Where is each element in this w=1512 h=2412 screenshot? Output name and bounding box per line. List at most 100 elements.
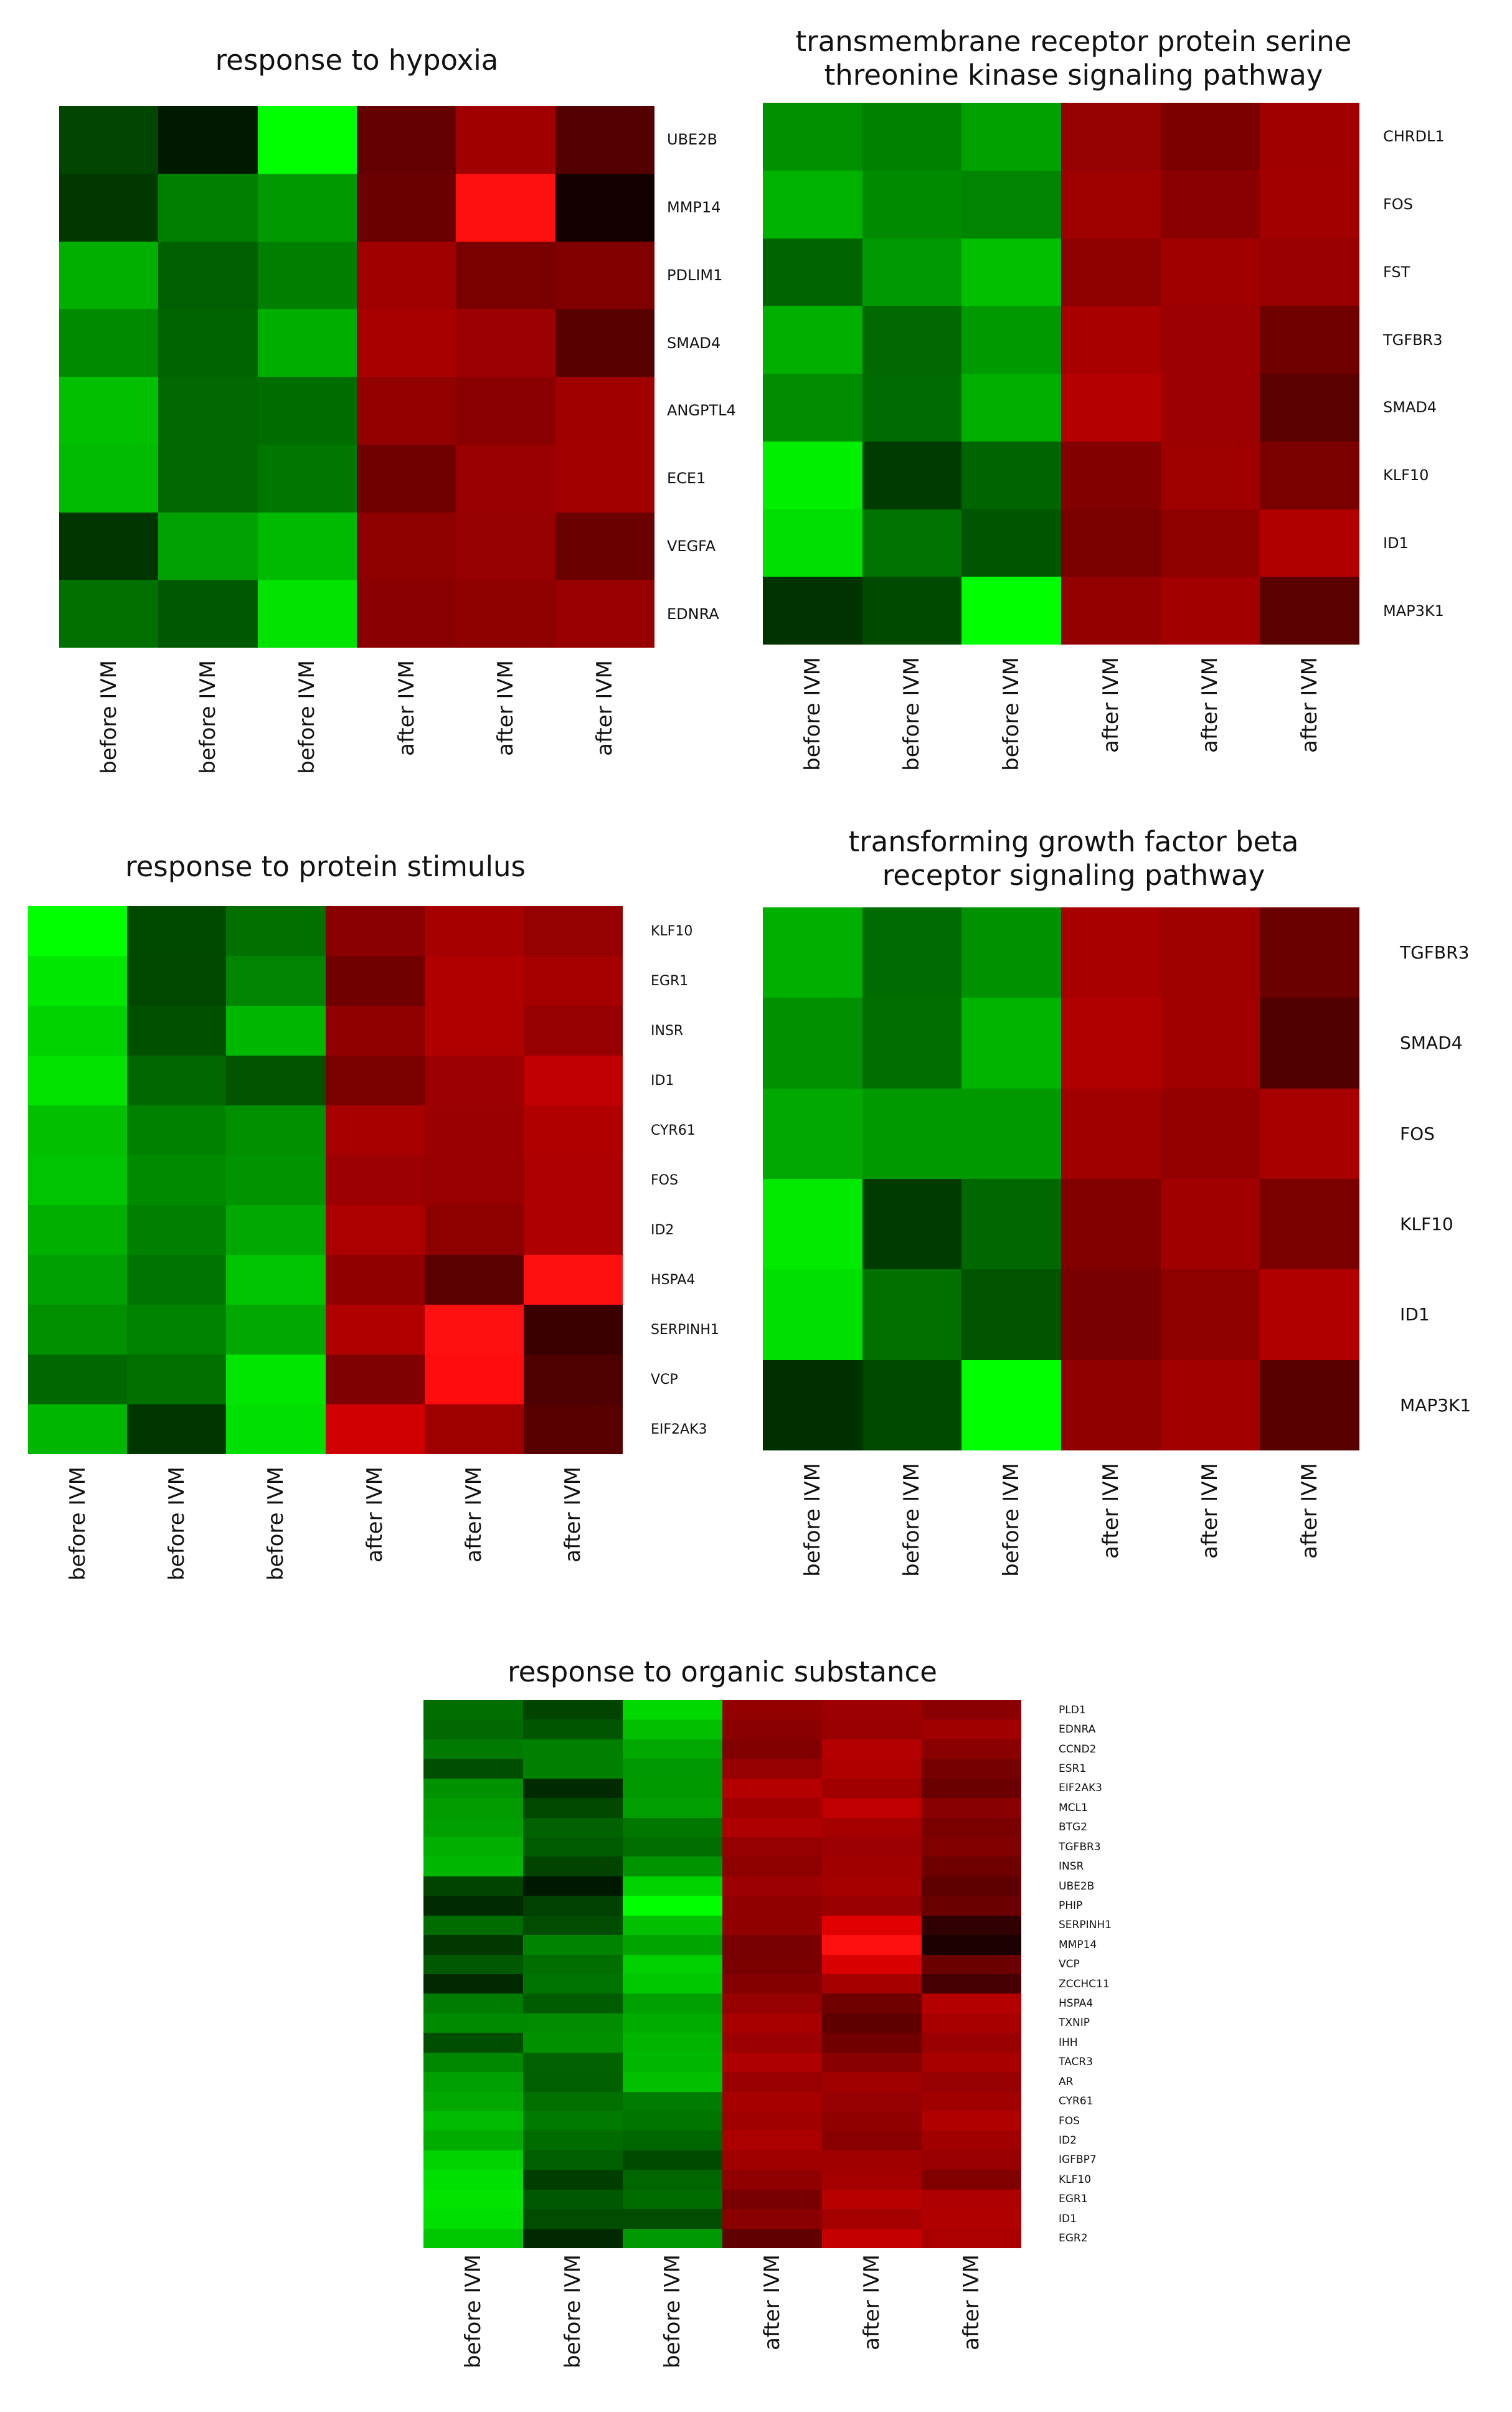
heatmap-cell [623, 1935, 722, 1955]
heatmap-panel-protein-stimulus: response to protein stimulus KLF10 EGR1 IN… [0, 831, 757, 1581]
heatmap-cell [962, 1269, 1061, 1360]
heatmap-cell [1260, 577, 1359, 645]
heatmap-cell [356, 580, 456, 648]
heatmap-cell [423, 2170, 523, 2190]
heatmap-cell [127, 1305, 227, 1355]
heatmap-cell [763, 170, 862, 239]
heatmap-cell [922, 2052, 1021, 2073]
heatmap-cell [1061, 509, 1161, 577]
gene-label: PDLIM1 [667, 266, 723, 284]
heatmap-cell [1260, 509, 1359, 577]
heatmap-cell [456, 512, 555, 580]
heatmap-cell [28, 956, 128, 1006]
gene-label: PLD1 [1059, 1703, 1086, 1716]
heatmap-cell [59, 580, 159, 648]
heatmap-cell [28, 1205, 128, 1255]
heatmap-cell [623, 2013, 722, 2033]
heatmap-cell [158, 444, 258, 513]
gene-labels: UBE2B MMP14 PDLIM1 SMAD4 ANGPTL4 ECE1 VEGFA EDN… [667, 106, 736, 648]
heatmap-cell [257, 377, 357, 445]
heatmap-cell [722, 2052, 822, 2073]
heatmap-cell [59, 241, 159, 310]
heatmap-cell [763, 1360, 862, 1450]
sample-labels: before IVM before IVM before IVM after IVM a… [423, 2254, 1021, 2379]
heatmap-cell [822, 2209, 922, 2229]
heatmap-cell [623, 1798, 722, 1818]
heatmap-cell [226, 1404, 326, 1454]
heatmap-cell [962, 441, 1061, 509]
sample-label: after IVM [1198, 1463, 1223, 1559]
heatmap-cell [763, 1178, 862, 1270]
heatmap-cell [862, 374, 962, 442]
heatmap-cell [922, 1778, 1021, 1799]
heatmap-cell [822, 2150, 922, 2170]
heatmap-cell [962, 509, 1061, 577]
sample-label: after IVM [1297, 657, 1323, 753]
heatmap-cell [523, 1719, 623, 1739]
heatmap-cell [523, 2052, 623, 2073]
heatmap-cell [722, 1915, 822, 1936]
gene-label: FST [1383, 263, 1410, 281]
heatmap-cell [722, 1700, 822, 1720]
gene-label: PHIP [1059, 1899, 1083, 1912]
heatmap-cell [523, 1155, 623, 1205]
heatmap-cell [862, 1269, 962, 1360]
heatmap-cell [1061, 1269, 1161, 1360]
heatmap-cell [523, 1817, 623, 1837]
heatmap-cell [623, 1915, 722, 1936]
heatmap-cell [763, 577, 862, 645]
heatmap-cell [325, 1255, 425, 1305]
heatmap-cell [822, 1700, 922, 1720]
gene-label: MAP3K1 [1400, 1394, 1472, 1416]
gene-label: TGFBR3 [1400, 942, 1470, 963]
heatmap-cell [623, 1759, 722, 1779]
heatmap-cell [158, 580, 258, 648]
heatmap-cell [423, 1876, 523, 1896]
heatmap-cell [1260, 1088, 1359, 1179]
heatmap-cell [257, 241, 357, 310]
heatmap-cell [423, 1856, 523, 1876]
heatmap-cell [623, 1856, 722, 1876]
heatmap-cell [922, 1798, 1021, 1818]
heatmap-cell [59, 512, 159, 580]
gene-label: CYR61 [651, 1122, 696, 1138]
heatmap-cell [555, 106, 654, 174]
heatmap-cell [523, 1056, 623, 1105]
heatmap-cell [1160, 577, 1260, 645]
heatmap-cell [822, 1896, 922, 1916]
heatmap-cell [922, 1896, 1021, 1916]
gene-label: MCL1 [1059, 1801, 1088, 1814]
heatmap-cell [1160, 998, 1260, 1089]
heatmap-cell [555, 444, 654, 513]
heatmap-cell [922, 1974, 1021, 1994]
heatmap-cell [423, 2150, 523, 2170]
heatmap-cell [862, 509, 962, 577]
heatmap-cell [1160, 306, 1260, 374]
heatmap-cell [523, 1404, 623, 1454]
gene-label: TACR3 [1059, 2056, 1093, 2069]
heatmap-cell [555, 580, 654, 648]
heatmap-cell [127, 1105, 227, 1155]
heatmap-cell [623, 2111, 722, 2131]
heatmap-cell [127, 1056, 227, 1105]
gene-label: EGR2 [1059, 2232, 1088, 2245]
heatmap-cell [822, 2228, 922, 2248]
heatmap-cell [523, 2013, 623, 2033]
heatmap-cell [922, 2072, 1021, 2092]
heatmap-cell [922, 1954, 1021, 1974]
heatmap-cell [356, 106, 456, 174]
sample-label: after IVM [461, 1467, 487, 1563]
panel-title: transmembrane receptor protein serine th… [795, 25, 1352, 92]
heatmap-cell [962, 1178, 1061, 1270]
heatmap-cell [623, 2189, 722, 2210]
gene-label: EGR1 [1059, 2193, 1088, 2206]
heatmap-cell [424, 1006, 524, 1056]
heatmap-cell [423, 2052, 523, 2073]
heatmap-cell [922, 2209, 1021, 2229]
heatmap-cell [423, 1739, 523, 1759]
heatmap-cell [722, 1837, 822, 1857]
heatmap-cell [722, 2170, 822, 2190]
heatmap-cell [822, 1837, 922, 1857]
heatmap-cell [862, 907, 962, 998]
heatmap-cell [424, 1404, 524, 1454]
